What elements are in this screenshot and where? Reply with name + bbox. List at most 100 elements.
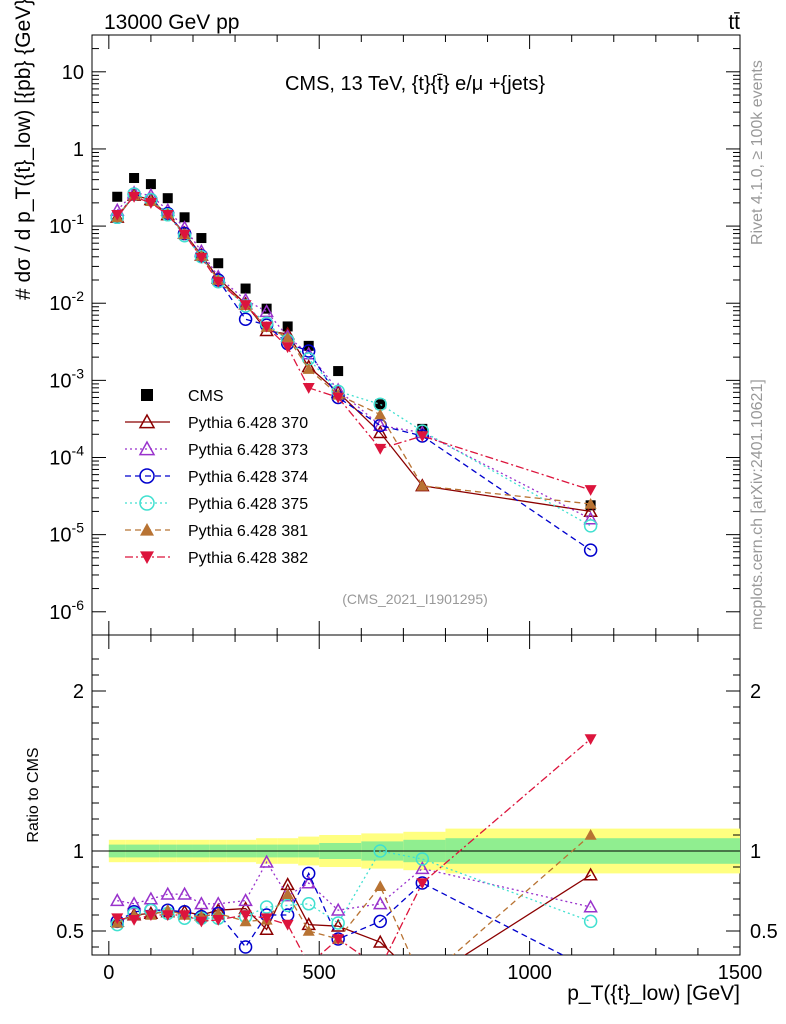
main-data-point xyxy=(303,340,314,351)
main-y-tick-label: 1 xyxy=(73,139,84,161)
main-data-point xyxy=(302,383,315,394)
ratio-data-point xyxy=(415,852,430,866)
main-data-point xyxy=(333,366,344,377)
ratio-data-point xyxy=(111,913,124,925)
main-data-point xyxy=(583,503,598,517)
main-data-point xyxy=(281,331,294,343)
ratio-data-point xyxy=(259,900,274,914)
ratio-data-point xyxy=(584,734,597,745)
watermark-label: (CMS_2021_I1901295) xyxy=(342,591,488,607)
main-plot-frame xyxy=(91,34,741,636)
ratio-data-point xyxy=(301,875,316,889)
ratio-data-point xyxy=(281,919,294,931)
main-data-point xyxy=(301,344,316,358)
header-right-label: tt̄ xyxy=(728,11,740,34)
main-data-point xyxy=(162,193,173,204)
main-data-point xyxy=(332,392,345,404)
main-data-point xyxy=(129,173,140,184)
ratio-data-point xyxy=(260,913,273,925)
ratio-y-tick-label-left: 1 xyxy=(73,841,84,863)
ratio-plot-frame xyxy=(91,634,741,956)
main-data-point xyxy=(260,321,273,333)
ratio-data-point xyxy=(281,888,294,899)
main-data-point xyxy=(213,258,224,269)
ratio-data-point xyxy=(238,893,253,907)
ratio-data-point xyxy=(239,910,252,921)
ratio-data-point xyxy=(301,897,316,911)
ratio-data-point xyxy=(301,866,316,881)
main-data-point xyxy=(111,210,124,221)
main-data-point xyxy=(128,191,141,203)
legend-marker xyxy=(139,495,155,511)
main-series-line xyxy=(116,193,591,527)
main-data-point xyxy=(583,543,598,557)
ratio-y-axis-label: Ratio to CMS xyxy=(25,747,42,842)
ratio-data-point xyxy=(109,893,125,907)
main-data-point xyxy=(179,212,190,223)
chart-title: CMS, 13 TeV, {t}{t̄} e/μ +{jets} xyxy=(285,73,545,95)
legend-entry-label: CMS xyxy=(188,388,224,405)
ratio-data-point xyxy=(143,891,159,905)
main-data-point xyxy=(372,425,388,439)
main-data-point xyxy=(161,210,174,221)
ratio-series-line xyxy=(117,860,591,911)
main-data-point xyxy=(583,519,598,533)
legend: CMS Pythia 6.428 370 Pythia 6.428 373 Pythi… xyxy=(125,388,308,567)
ratio-y-tick-label-left: 0.5 xyxy=(56,921,84,943)
legend-entry-label: Pythia 6.428 375 xyxy=(188,496,308,513)
legend-entry-label: Pythia 6.428 373 xyxy=(188,442,308,459)
main-data-point xyxy=(261,303,272,314)
main-y-axis: 10 1 10-1 10-2 10-3 10-4 10-5 10-6 xyxy=(49,34,741,635)
main-y-tick-label: 10-4 xyxy=(49,443,84,470)
ratio-data-point xyxy=(259,921,274,935)
ratio-data-point xyxy=(128,915,141,926)
x-tick-label: 1500 xyxy=(718,962,763,984)
ratio-data-point xyxy=(415,861,430,875)
main-y-tick-label: 10-5 xyxy=(49,520,84,547)
rivet-label: Rivet 4.1.0, ≥ 100k events xyxy=(749,60,766,245)
ratio-data-layer xyxy=(109,734,598,955)
main-data-point xyxy=(240,283,251,294)
main-data-point xyxy=(259,304,274,318)
ratio-data-point xyxy=(126,896,142,910)
mcplots-label: mcplots.cern.ch [arXiv:2401.10621] xyxy=(749,379,766,630)
x-tick-label: 500 xyxy=(303,962,336,984)
legend-marker xyxy=(140,551,154,564)
main-data-point xyxy=(374,443,387,455)
legend-entry-label: Pythia 6.428 381 xyxy=(188,523,308,540)
main-data-point xyxy=(281,342,294,354)
ratio-data-point xyxy=(194,896,209,910)
legend-entry-label: Pythia 6.428 370 xyxy=(188,415,308,432)
ratio-data-point xyxy=(332,934,345,945)
legend-entry-label: Pythia 6.428 382 xyxy=(188,550,308,567)
main-series-line xyxy=(116,192,591,520)
main-data-point xyxy=(145,179,156,190)
main-data-point xyxy=(584,497,597,509)
ratio-data-point xyxy=(280,898,295,913)
main-data-point xyxy=(372,417,388,432)
ratio-data-point xyxy=(144,910,157,921)
legend-entry-label: Pythia 6.428 374 xyxy=(188,469,308,486)
main-y-tick-label: 10-6 xyxy=(49,597,84,624)
legend-marker xyxy=(138,440,156,456)
legend-marker xyxy=(141,389,153,401)
ratio-data-point xyxy=(372,934,388,948)
legend-marker xyxy=(140,523,154,536)
ratio-data-point xyxy=(583,899,598,913)
ratio-data-point xyxy=(584,829,597,840)
main-data-point xyxy=(238,312,253,326)
main-data-point xyxy=(584,485,597,496)
main-data-point xyxy=(416,479,429,491)
legend-marker xyxy=(139,468,155,484)
x-tick-label: 1000 xyxy=(507,962,552,984)
main-data-point xyxy=(583,511,598,525)
ratio-data-point xyxy=(330,902,346,916)
ratio-data-point xyxy=(161,910,174,921)
ratio-data-point xyxy=(238,940,253,954)
legend-marker xyxy=(138,413,156,429)
main-data-point xyxy=(416,431,429,442)
ratio-data-point xyxy=(583,914,598,929)
main-y-tick-label: 10 xyxy=(62,62,84,84)
main-series-line xyxy=(116,193,591,551)
ratio-uncertainty-band xyxy=(92,828,740,874)
